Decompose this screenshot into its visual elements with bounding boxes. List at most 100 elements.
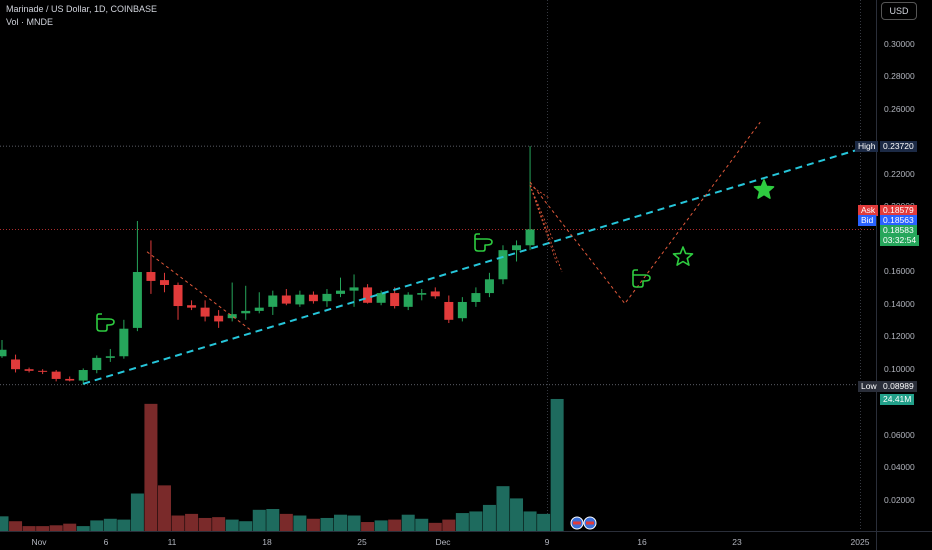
volume-bar: [388, 519, 402, 531]
candle-body: [38, 370, 48, 372]
volume-tick: 0.06000: [884, 430, 915, 440]
price-tick: 0.10000: [884, 364, 915, 374]
candle-body: [525, 229, 535, 246]
time-tick: 6: [103, 537, 109, 547]
hand-finger-shape: [474, 233, 480, 239]
volume-label: Vol · MNDE: [6, 17, 54, 27]
hand-palm-shape: [474, 238, 493, 252]
candle-body: [227, 314, 237, 319]
star-filled-icon: [753, 179, 775, 199]
candle-body: [417, 293, 427, 295]
annotation-icons: [96, 179, 775, 530]
volume-bar: [22, 526, 36, 531]
candle-body: [363, 287, 373, 303]
candle-body: [295, 294, 305, 305]
candle-body: [444, 301, 454, 320]
candle-body: [308, 294, 318, 302]
volume-bar: [63, 523, 77, 531]
price-candles: [0, 146, 535, 385]
price-tick: 0.16000: [884, 266, 915, 276]
event-flag-icon: [570, 516, 584, 530]
candle-body: [173, 284, 183, 307]
candle-body: [322, 293, 332, 302]
candle-body: [200, 307, 210, 317]
event-flag-band: [586, 521, 594, 525]
volume-bar: [537, 513, 551, 531]
chart-title: Marinade / US Dollar, 1D, COINBASE: [6, 4, 158, 14]
candle-body: [430, 291, 440, 297]
last-price-tag: 0.18583: [880, 225, 917, 236]
candle-body: [241, 310, 251, 314]
volume-bar: [198, 517, 212, 531]
currency-button[interactable]: USD: [881, 2, 917, 20]
candle-body: [24, 369, 34, 371]
hand-pointing-icon: [632, 269, 651, 288]
volume-bar: [306, 518, 320, 531]
volume-bar: [293, 515, 307, 531]
projection-decline-line: [146, 251, 251, 330]
volume-bar: [0, 516, 9, 531]
volume-bar: [455, 513, 469, 531]
event-flag-icon: [583, 516, 597, 530]
price-tick: 0.26000: [884, 104, 915, 114]
volume-bar: [171, 515, 185, 531]
time-tick: Nov: [31, 537, 47, 547]
volume-bar: [103, 518, 117, 531]
volume-bar: [415, 518, 429, 531]
candle-body: [349, 287, 359, 291]
hand-palm-shape: [632, 274, 651, 288]
volume-bar: [90, 520, 104, 531]
volume-bar: [320, 517, 334, 531]
candle-body: [281, 295, 291, 304]
volume-bar: [347, 515, 361, 531]
candle-body: [390, 293, 400, 307]
volume-bar: [550, 398, 564, 531]
volume-bar: [496, 486, 510, 531]
volume-bar: [428, 522, 442, 531]
volume-bar: [469, 511, 483, 531]
drawing-overlays: [82, 121, 856, 385]
volume-tick: 0.04000: [884, 462, 915, 472]
volume-bar: [185, 513, 199, 531]
event-flag-band: [573, 521, 581, 525]
volume-bar: [76, 526, 90, 531]
volume-bar: [442, 519, 456, 531]
time-tick: 25: [357, 537, 367, 547]
volume-bar: [482, 504, 496, 531]
volume-bar: [279, 513, 293, 531]
ask-value-tag: 0.18579: [880, 205, 917, 216]
hand-pointing-icon: [474, 233, 493, 252]
candle-body: [376, 293, 386, 303]
time-tick: 2025: [850, 537, 870, 547]
candle-body: [0, 349, 7, 357]
candle-body: [65, 378, 75, 381]
price-tick: 0.14000: [884, 299, 915, 309]
trend-line: [82, 149, 856, 385]
low-value-tag: 0.08989: [880, 381, 917, 392]
high-value-tag: 0.23720: [880, 141, 917, 152]
candle-body: [187, 305, 197, 308]
time-tick: Dec: [435, 537, 451, 547]
candle-body: [78, 370, 88, 381]
time-tick: 11: [167, 537, 177, 547]
high-label-tag: High: [855, 141, 879, 152]
candle-body: [132, 272, 142, 328]
candle-body: [336, 290, 345, 294]
candle-body: [214, 315, 224, 322]
price-tick: 0.28000: [884, 71, 915, 81]
volume-bar: [266, 508, 280, 531]
time-tick: 23: [732, 537, 742, 547]
hand-palm-shape: [96, 318, 115, 332]
candle-body: [11, 359, 21, 370]
volume-value-tag: 24.41M: [880, 394, 915, 405]
candle-body: [105, 356, 115, 358]
volume-bar: [36, 526, 50, 531]
candle-body: [92, 357, 102, 371]
hand-finger-shape: [632, 269, 638, 275]
time-tick: 18: [262, 537, 272, 547]
candle-body: [146, 272, 156, 281]
countdown-tag: 03:32:54: [880, 235, 920, 246]
candle-body: [254, 307, 264, 311]
